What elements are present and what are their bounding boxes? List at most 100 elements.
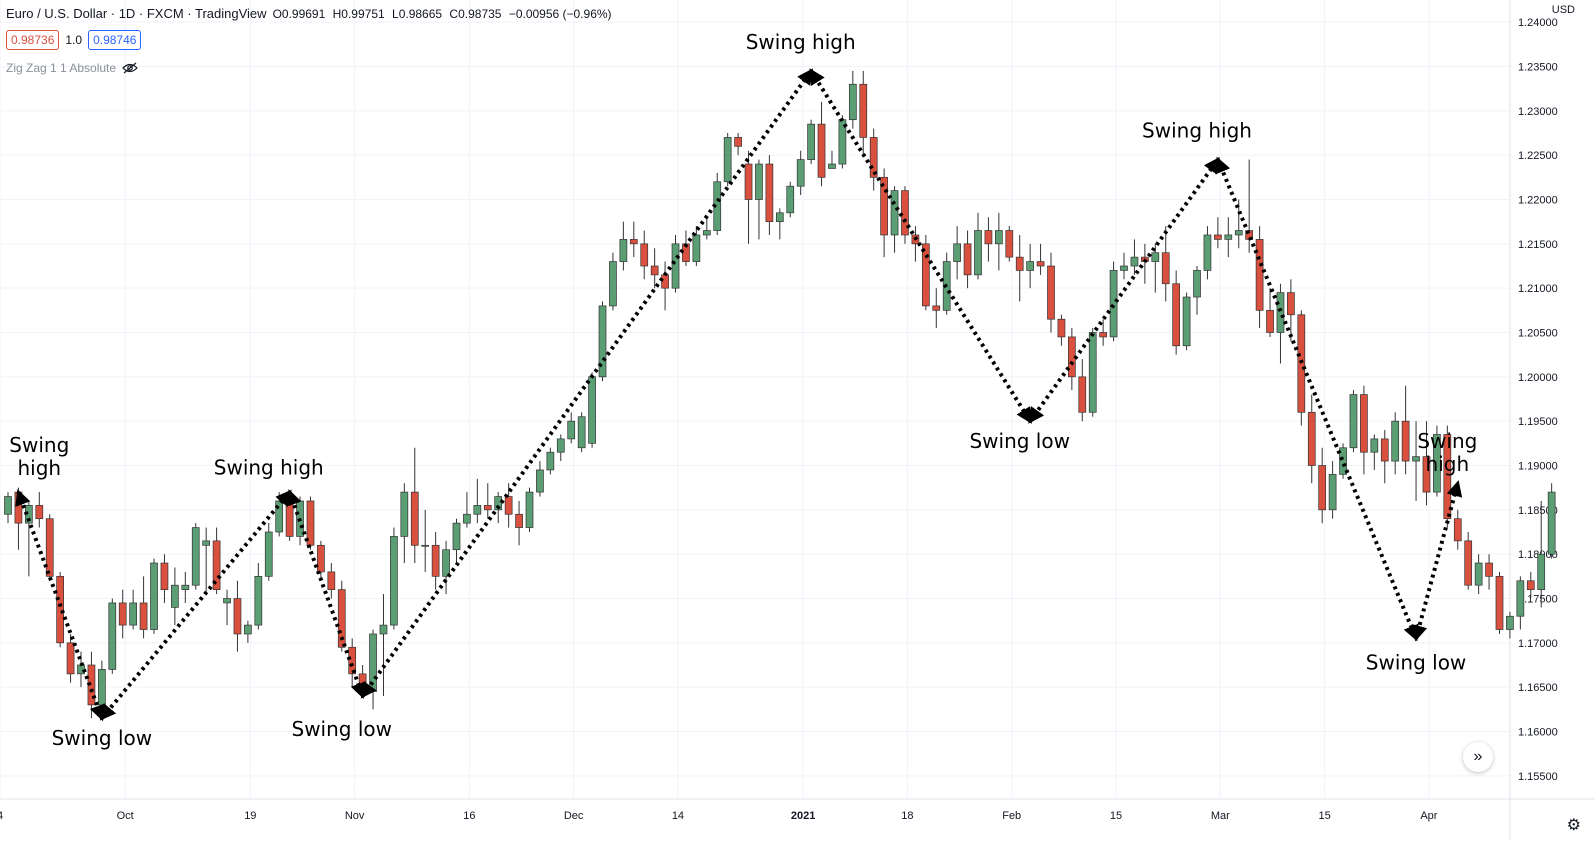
x-tick-label: 19	[244, 810, 256, 822]
candle-body	[1005, 230, 1014, 258]
zigzag-arrow	[286, 489, 366, 700]
candle-body	[1537, 553, 1546, 590]
y-tick-label: 1.19500	[1518, 416, 1558, 428]
settings-gear-icon[interactable]: ⚙	[1566, 817, 1581, 834]
candle-body	[515, 513, 523, 528]
swing-label: Swing low	[1366, 650, 1467, 674]
indicator-label[interactable]: Zig Zag 1 1 Absolute	[6, 61, 117, 75]
candle-body	[181, 584, 190, 590]
candle-body	[1266, 309, 1274, 333]
candle-body	[1506, 615, 1514, 630]
candle-body	[1526, 580, 1535, 590]
candle-body	[1057, 318, 1066, 338]
candle-body	[546, 451, 555, 471]
candle-body	[775, 212, 784, 223]
sell-price-button[interactable]: 0.98736	[6, 30, 60, 50]
candle-body	[202, 540, 211, 546]
y-tick-label: 1.21500	[1518, 239, 1558, 251]
candle-body	[4, 496, 12, 515]
candle-body	[661, 274, 669, 289]
candle-body	[1276, 292, 1285, 333]
candle-body	[1078, 376, 1087, 413]
candle-body	[702, 230, 711, 236]
y-tick-label: 1.19000	[1518, 461, 1558, 473]
hidden-eye-icon[interactable]	[122, 62, 138, 74]
candle-body	[66, 642, 75, 675]
candle-body	[567, 420, 576, 440]
close-value: C0.98735	[449, 6, 502, 21]
candle-body	[723, 137, 732, 183]
candle-body	[588, 376, 596, 444]
candle-body	[160, 562, 169, 590]
x-tick-label: Apr	[1420, 810, 1437, 822]
candle-body	[504, 496, 513, 515]
candle-body	[358, 673, 367, 692]
candle-body	[963, 243, 972, 276]
ohlc-values: O0.99691 H0.99751 L0.98665 C0.98735 −0.0…	[273, 7, 616, 21]
candle-body	[379, 624, 388, 635]
candle-body	[1328, 474, 1337, 511]
x-tick-label: 4	[0, 810, 3, 822]
candle-body	[577, 416, 586, 449]
candle-body	[327, 571, 336, 590]
zigzag-arrow	[1411, 480, 1463, 642]
candle-body	[410, 491, 419, 546]
zigzag-arrow	[809, 68, 1032, 424]
candle-body	[859, 83, 868, 138]
chart-legend: Euro / U.S. Dollar · 1D · FXCM · Trading…	[6, 6, 616, 21]
candle-body	[974, 230, 982, 276]
candle-body	[1474, 562, 1483, 586]
y-tick-label: 1.22000	[1518, 195, 1558, 207]
x-tick-label: 15	[1110, 810, 1122, 822]
candle-body	[431, 544, 440, 577]
swing-label: Swing low	[969, 429, 1070, 453]
candle-body	[890, 190, 899, 236]
candle-body	[629, 239, 638, 245]
zigzag-arrow	[1028, 157, 1220, 424]
candle-body	[1495, 575, 1504, 630]
candle-body	[734, 137, 742, 147]
scroll-to-realtime-button[interactable]: »	[1463, 742, 1493, 772]
candle-body	[1151, 252, 1160, 262]
candle-body	[640, 243, 649, 267]
candle-body	[254, 575, 263, 626]
change-value: −0.00956 (−0.96%)	[508, 6, 612, 21]
x-tick-label: Dec	[564, 810, 584, 822]
y-tick-label: 1.23500	[1518, 62, 1558, 74]
candle-body	[1047, 265, 1055, 320]
symbol-title[interactable]: Euro / U.S. Dollar · 1D · FXCM · Trading…	[6, 6, 267, 21]
y-tick-label: 1.16000	[1518, 727, 1558, 739]
candle-body	[1401, 420, 1410, 462]
candle-body	[1088, 332, 1097, 413]
zigzag-arrow	[1215, 156, 1419, 642]
candle-body	[1026, 261, 1034, 271]
candle-body	[1318, 465, 1327, 511]
candle-body	[442, 549, 450, 577]
candle-body	[56, 575, 65, 644]
y-tick-label: 1.23000	[1518, 106, 1558, 118]
candle-body	[765, 163, 774, 223]
swing-label: Swing high	[1417, 429, 1477, 476]
currency-label[interactable]: USD	[1551, 4, 1575, 16]
swing-label: Swing low	[52, 726, 153, 750]
high-value: H0.99751	[332, 6, 385, 21]
x-tick-label: Feb	[1002, 810, 1021, 822]
candle-body	[1172, 283, 1181, 347]
candle-body	[1224, 234, 1233, 240]
candle-body	[452, 522, 461, 551]
x-tick-label: 15	[1318, 810, 1330, 822]
candle-body	[244, 624, 252, 635]
candle-body	[556, 438, 565, 453]
candle-body	[671, 243, 680, 289]
x-tick-label: Nov	[345, 810, 365, 822]
candle-body	[98, 669, 106, 706]
y-tick-label: 1.21000	[1518, 283, 1558, 295]
candle-body	[45, 518, 54, 577]
y-tick-label: 1.20500	[1518, 328, 1558, 340]
candle-body	[536, 469, 544, 493]
buy-price-button[interactable]: 0.98746	[88, 30, 142, 50]
candle-body	[191, 527, 200, 586]
candle-body	[264, 531, 273, 577]
y-tick-label: 1.17500	[1518, 594, 1558, 606]
